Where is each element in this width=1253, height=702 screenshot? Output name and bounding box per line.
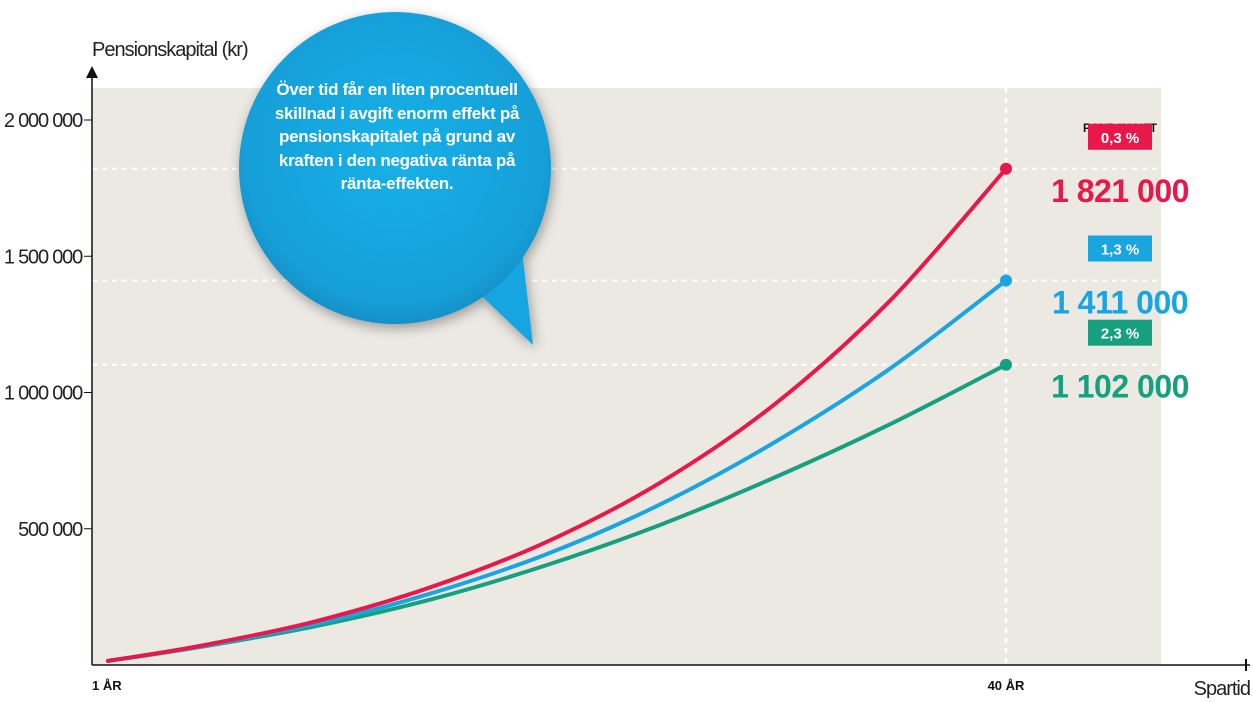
callout-bubble-tail: [470, 250, 533, 345]
callout-text: Över tid får en liten procentuell skilln…: [274, 80, 520, 193]
y-tick-label: 2 000 000: [4, 110, 83, 132]
y-axis-arrow-icon: [86, 66, 98, 78]
end-value-label: 1 102 000: [1051, 369, 1189, 405]
fee-badge-label: 0,3 %: [1101, 130, 1139, 147]
x-tick-label: 1 ÅR: [92, 678, 122, 693]
y-axis-title: Pensionskapital (kr): [92, 39, 248, 61]
axes: [84, 66, 1250, 671]
end-value-label: 1 411 000: [1052, 285, 1188, 321]
series-end-point-2: [1000, 358, 1012, 371]
fee-badge-2: [1088, 319, 1152, 346]
y-tick-label: 1 500 000: [4, 246, 83, 268]
series-end-point-0: [1000, 162, 1012, 175]
fee-badge-1: [1088, 235, 1152, 262]
grid: [92, 88, 1161, 665]
fee-badge-label: 1,3 %: [1101, 242, 1139, 259]
fee-badge-label: 2,3 %: [1101, 326, 1139, 343]
fee-badge-0: [1088, 123, 1152, 150]
series-line-0: [106, 166, 1008, 663]
labels-layer: 500 000 1 000 000 1 500 000 2 000 000 Pensio…: [4, 39, 1251, 700]
series-layer: [106, 162, 1012, 663]
y-tick-label: 500 000: [18, 519, 83, 541]
callout-bubble-circle: [239, 12, 551, 324]
x-tick-label: 40 ÅR: [988, 678, 1025, 693]
callout-bubble: [239, 12, 551, 345]
series-end-point-1: [1000, 274, 1012, 287]
y-tick-label: 1 000 000: [4, 383, 83, 405]
end-value-label: 1 821 000: [1051, 173, 1189, 209]
x-axis-title: Spartid: [1194, 678, 1250, 698]
